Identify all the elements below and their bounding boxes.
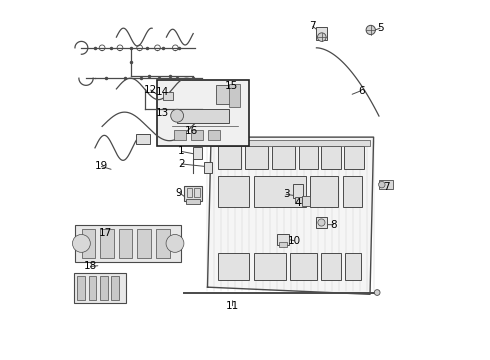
Text: 5: 5 bbox=[377, 23, 383, 33]
Text: 17: 17 bbox=[98, 228, 112, 238]
Bar bbox=[218, 146, 242, 169]
Text: 10: 10 bbox=[288, 236, 301, 246]
Circle shape bbox=[171, 109, 184, 122]
Text: 7: 7 bbox=[383, 182, 390, 192]
Bar bbox=[317, 27, 327, 40]
Bar bbox=[379, 180, 393, 189]
Bar bbox=[321, 146, 341, 169]
Bar bbox=[272, 146, 295, 169]
Bar bbox=[277, 234, 289, 245]
Bar bbox=[218, 253, 248, 280]
Bar bbox=[119, 229, 132, 258]
Text: 6: 6 bbox=[358, 86, 365, 96]
Bar bbox=[345, 253, 361, 280]
Circle shape bbox=[379, 181, 385, 188]
Text: 16: 16 bbox=[185, 126, 198, 136]
Text: 1: 1 bbox=[178, 147, 185, 157]
Bar bbox=[136, 134, 149, 144]
Text: 15: 15 bbox=[225, 81, 238, 91]
Bar bbox=[191, 130, 203, 140]
Circle shape bbox=[366, 25, 375, 35]
Text: 2: 2 bbox=[178, 159, 185, 169]
Text: 7: 7 bbox=[310, 21, 316, 31]
Bar bbox=[317, 217, 327, 228]
Bar bbox=[157, 80, 248, 146]
Bar bbox=[291, 253, 317, 280]
Circle shape bbox=[318, 219, 325, 226]
Bar bbox=[229, 84, 240, 107]
Text: 4: 4 bbox=[294, 198, 301, 208]
Bar bbox=[100, 276, 108, 300]
Bar bbox=[187, 188, 193, 197]
Bar bbox=[184, 186, 202, 201]
Circle shape bbox=[318, 33, 326, 41]
Bar bbox=[217, 85, 232, 104]
Bar bbox=[310, 176, 338, 207]
Text: 19: 19 bbox=[95, 161, 108, 171]
Bar bbox=[77, 276, 85, 300]
Text: 14: 14 bbox=[155, 87, 169, 98]
Bar bbox=[218, 176, 248, 207]
Text: 12: 12 bbox=[144, 85, 157, 95]
Bar bbox=[74, 273, 126, 303]
Bar bbox=[156, 229, 170, 258]
Bar bbox=[75, 225, 181, 262]
Bar bbox=[302, 196, 310, 206]
Bar bbox=[344, 146, 364, 169]
Bar bbox=[138, 229, 151, 258]
Bar bbox=[163, 92, 173, 100]
Text: 9: 9 bbox=[175, 188, 182, 198]
Bar bbox=[111, 276, 119, 300]
Bar bbox=[245, 146, 268, 169]
Bar bbox=[293, 184, 303, 198]
Bar bbox=[295, 197, 302, 203]
Bar bbox=[204, 162, 212, 173]
Bar bbox=[194, 188, 199, 197]
Circle shape bbox=[73, 234, 90, 252]
Bar bbox=[321, 253, 341, 280]
Bar bbox=[343, 176, 362, 207]
Polygon shape bbox=[207, 137, 373, 294]
Bar bbox=[298, 146, 318, 169]
Bar bbox=[193, 147, 202, 158]
Bar bbox=[208, 130, 220, 140]
Bar bbox=[177, 109, 229, 123]
Bar bbox=[254, 253, 286, 280]
Bar bbox=[211, 140, 370, 146]
Text: 3: 3 bbox=[283, 189, 290, 199]
Bar bbox=[89, 276, 97, 300]
Bar bbox=[100, 229, 114, 258]
Bar bbox=[254, 176, 306, 207]
Bar bbox=[82, 229, 96, 258]
Bar bbox=[186, 199, 200, 204]
Text: 8: 8 bbox=[330, 220, 337, 230]
Circle shape bbox=[374, 290, 380, 296]
Text: 18: 18 bbox=[84, 261, 98, 271]
Circle shape bbox=[166, 234, 184, 252]
Text: 13: 13 bbox=[155, 108, 169, 118]
Bar bbox=[173, 130, 186, 140]
Bar bbox=[279, 242, 287, 247]
Text: 11: 11 bbox=[226, 301, 239, 311]
